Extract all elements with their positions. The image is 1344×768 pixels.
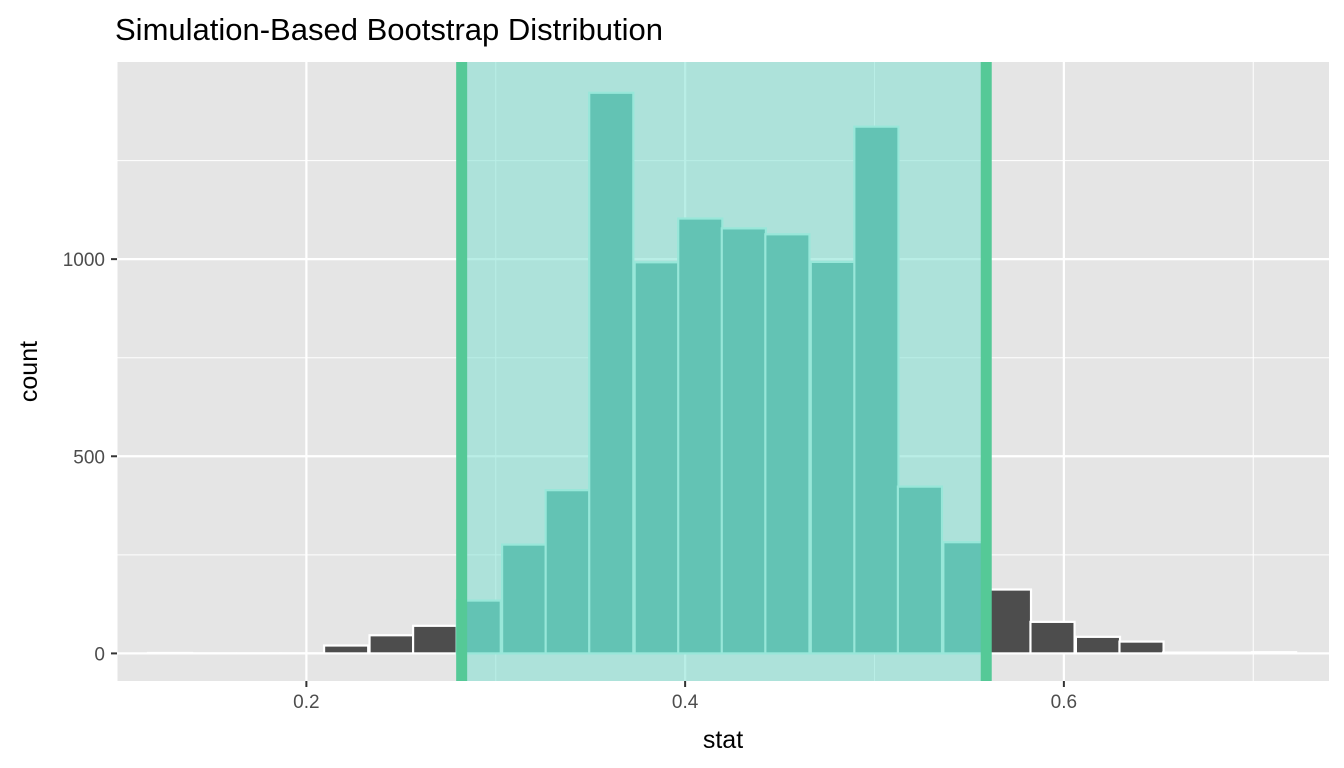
y-tick-label: 500 — [73, 447, 105, 468]
x-tick-label: 0.6 — [1051, 692, 1077, 713]
x-tick-label: 0.4 — [672, 692, 699, 713]
histogram-bar — [1118, 640, 1165, 655]
histogram-bar — [1029, 620, 1076, 655]
chart-title: Simulation-Based Bootstrap Distribution — [115, 12, 663, 47]
histogram-bar — [1207, 651, 1254, 655]
y-tick-label: 0 — [94, 644, 105, 665]
axes: 0.2 0.4 0.6 0 500 1000 — [63, 250, 1077, 713]
histogram-bar — [985, 588, 1033, 655]
histogram-bar — [1074, 635, 1122, 655]
x-tick-label: 0.2 — [293, 692, 319, 713]
y-axis-title: count — [15, 341, 43, 402]
histogram-bar — [322, 644, 370, 655]
y-tick-label: 1000 — [63, 250, 105, 271]
histogram-bar — [411, 624, 459, 655]
x-axis-title: stat — [703, 726, 743, 754]
histogram-bar — [368, 634, 415, 655]
confidence-interval-overlay — [456, 62, 992, 681]
histogram-bar — [1161, 651, 1209, 655]
ci-shade — [461, 62, 987, 681]
histogram-bar — [1250, 651, 1298, 655]
